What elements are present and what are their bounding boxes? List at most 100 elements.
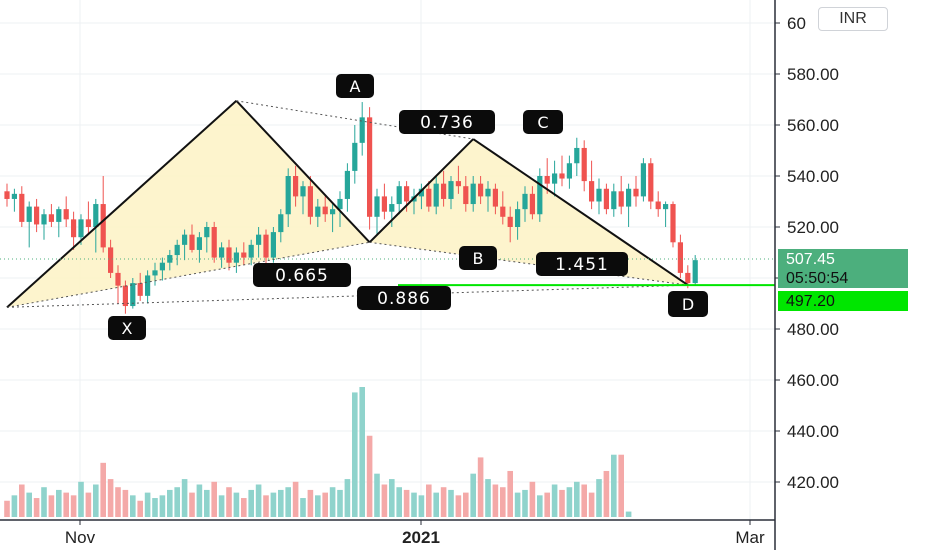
point-label-box [459, 246, 497, 270]
volume-bar [603, 470, 610, 517]
candle-body [78, 219, 84, 238]
point-label-b: B [473, 249, 484, 268]
volume-bar [551, 484, 558, 517]
volume-bar [507, 470, 513, 517]
volume-bar [19, 484, 25, 517]
y-tick-label: 480.00 [787, 320, 839, 339]
y-tick-label: 560.00 [787, 116, 839, 135]
candle-body [219, 247, 225, 258]
candle-body [611, 191, 617, 210]
volume-bar [152, 498, 158, 517]
volume-bar [455, 495, 462, 517]
volume-bar [70, 495, 77, 517]
volume-bar [26, 492, 32, 517]
volume-bar [581, 484, 587, 517]
candle-body [418, 188, 424, 197]
candle-body [293, 176, 299, 197]
candle-body [322, 206, 328, 215]
price-tag-label: 05:50:54 [786, 270, 848, 287]
candle-body [256, 234, 262, 245]
candle-body [455, 181, 461, 187]
point-label-box [336, 74, 374, 98]
candle-body [115, 272, 121, 286]
currency-button[interactable]: INR [818, 7, 888, 31]
candle-body [19, 193, 25, 222]
volume-bar [218, 495, 225, 517]
candle-body [34, 206, 40, 225]
volume-bar [403, 489, 410, 517]
x-tick-label: 2021 [402, 528, 440, 547]
candle-body [426, 188, 432, 207]
volume-bar [255, 484, 262, 517]
volume-bar [440, 487, 447, 517]
candle-body [26, 206, 32, 222]
x-tick-label: Mar [735, 528, 765, 547]
volume-bar [11, 495, 18, 517]
y-tick-label: 440.00 [787, 422, 839, 441]
volume-bar [418, 495, 425, 517]
pattern-labels: X A B C D 0.736 0.665 1.451 0.886 [108, 74, 708, 340]
candle-body [633, 188, 639, 197]
volume-bar [514, 492, 521, 517]
candle-body [685, 272, 691, 284]
candle-body [233, 252, 239, 263]
candle-body [145, 275, 151, 296]
candle-body [433, 183, 439, 207]
candle-body [559, 173, 565, 179]
volume-bar [130, 495, 136, 517]
y-tick-label: 420.00 [787, 473, 839, 492]
volume-bar [241, 498, 247, 517]
candle-body [48, 214, 54, 222]
candle-body [677, 242, 683, 273]
candle-body [537, 176, 543, 215]
price-tag-box [778, 291, 908, 311]
candles [4, 102, 698, 314]
candle-body [270, 232, 276, 258]
candle-body [692, 260, 698, 284]
point-label-box [108, 316, 146, 340]
candle-body [315, 206, 321, 217]
pattern-fill [7, 100, 688, 308]
volume-bar [204, 489, 210, 517]
candle-body [189, 234, 195, 250]
volume-bar [374, 473, 380, 517]
price-tag-label: 507.45 [786, 251, 835, 268]
volume-bar [366, 435, 373, 517]
volume-bar [167, 489, 173, 517]
candle-body [463, 186, 469, 205]
volume-bar [137, 500, 143, 517]
candle-body [448, 181, 454, 199]
volume-bar [196, 484, 203, 517]
volume-bar [263, 495, 269, 517]
candle-body [196, 237, 202, 250]
candle-body [552, 173, 558, 184]
volume-bar [115, 487, 121, 517]
volume-bars [4, 387, 632, 517]
candle-body [93, 204, 99, 227]
candle-body [470, 183, 476, 205]
pattern-ratio-line [6, 241, 370, 308]
candle-body [404, 186, 410, 202]
candle-body [389, 204, 395, 212]
volume-bar [107, 479, 114, 517]
volume-bar [566, 487, 573, 517]
volume-bar [389, 479, 395, 517]
volume-bar [226, 487, 232, 517]
ratio-label: 0.886 [377, 289, 431, 309]
volume-bar [352, 392, 358, 517]
candle-body [56, 209, 62, 222]
volume-bar [470, 473, 476, 517]
price-tag-label: 497.20 [786, 293, 835, 310]
candle-body [159, 262, 165, 271]
volume-bar [248, 489, 254, 517]
volume-bar [611, 454, 617, 517]
volume-bar [448, 489, 454, 517]
candle-body [211, 227, 217, 258]
candle-body [367, 117, 373, 217]
price-tag-box [778, 268, 908, 288]
volume-bar [278, 489, 284, 517]
volume-bar [307, 489, 314, 517]
volume-bar [596, 479, 602, 517]
volume-bar [537, 495, 543, 517]
